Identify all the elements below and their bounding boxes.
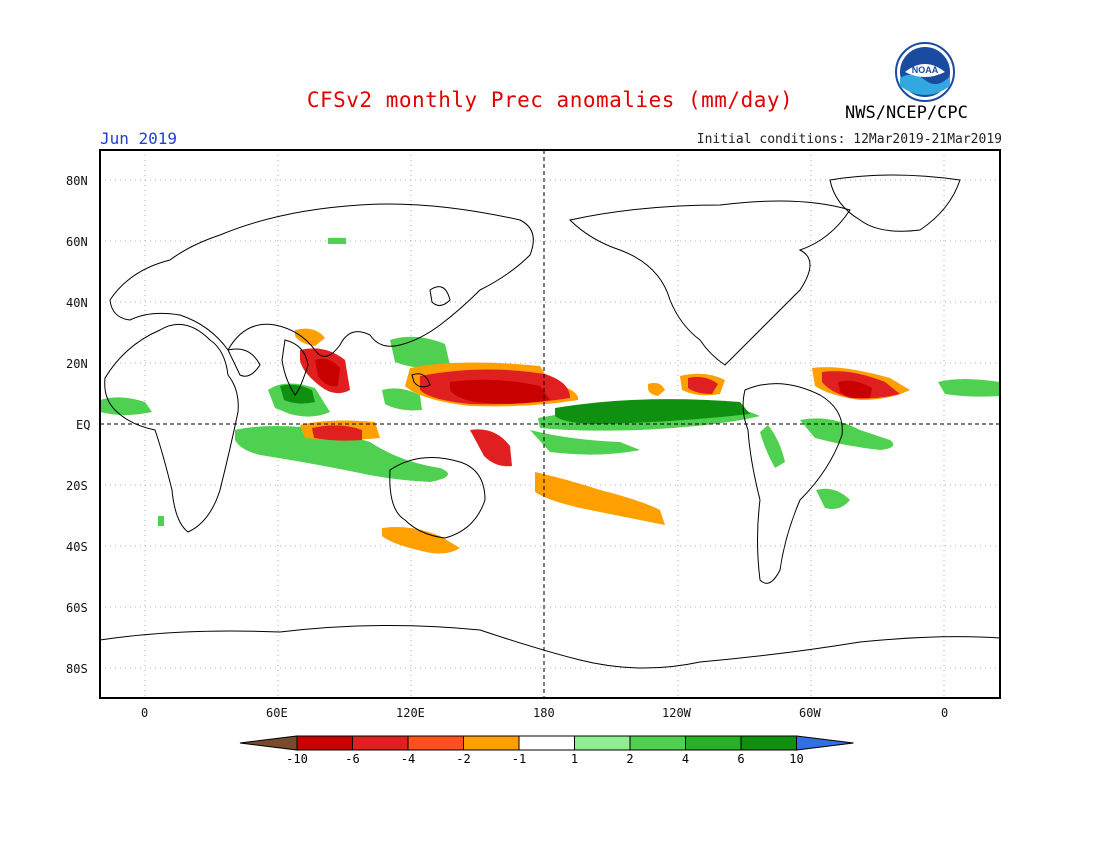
- coastlines: [99, 174, 1001, 669]
- lon-label: 120E: [396, 706, 425, 720]
- legend-swatch: [685, 735, 742, 751]
- legend-tick-label: 2: [626, 752, 633, 766]
- legend-tick-label: -1: [512, 752, 526, 766]
- lat-label: 60N: [66, 235, 88, 249]
- lat-label: EQ: [76, 418, 91, 432]
- legend-swatch: [296, 735, 353, 751]
- lon-label: 60E: [266, 706, 288, 720]
- anomaly-map: [99, 149, 1001, 699]
- chart-title: CFSv2 monthly Prec anomalies (mm/day): [306, 88, 794, 112]
- map-gridlines: [100, 150, 1000, 698]
- legend-swatch: [518, 735, 575, 751]
- legend-tick-label: 1: [571, 752, 578, 766]
- legend-tick-label: -2: [456, 752, 470, 766]
- lat-label: 80N: [66, 174, 88, 188]
- organization-label: NWS/NCEP/CPC: [845, 103, 968, 123]
- lat-label: 60S: [66, 601, 88, 615]
- legend-tick-label: 6: [737, 752, 744, 766]
- initial-conditions: Initial conditions: 12Mar2019-21Mar2019: [696, 132, 1002, 147]
- color-legend: -10 -6 -4 -2 -1 1 2 4 6 10: [239, 735, 854, 766]
- legend-tick-label: -4: [401, 752, 415, 766]
- legend-swatch: [352, 735, 409, 751]
- svg-text:NOAA: NOAA: [912, 65, 939, 75]
- lon-label: 120W: [662, 706, 691, 720]
- legend-tick-label: 10: [789, 752, 803, 766]
- forecast-month: Jun 2019: [100, 129, 178, 148]
- lat-label: 40N: [66, 296, 88, 310]
- lon-label: 60W: [799, 706, 821, 720]
- legend-tick-label: -6: [345, 752, 359, 766]
- legend-swatch: [629, 735, 686, 751]
- lat-label: 20S: [66, 479, 88, 493]
- legend-tick-label: -10: [286, 752, 308, 766]
- legend-swatch: [463, 735, 520, 751]
- strong-wet-anomalies: [280, 384, 750, 424]
- lon-label: 0: [141, 706, 149, 720]
- very-strong-dry-anomalies: [315, 358, 872, 404]
- lat-label: 80S: [66, 662, 88, 676]
- lon-label: 0: [941, 706, 949, 720]
- lon-label: 180: [533, 706, 555, 720]
- legend-tick-label: 4: [682, 752, 689, 766]
- legend-swatch: [740, 735, 797, 751]
- lat-label: 20N: [66, 357, 88, 371]
- noaa-logo-icon: NOAA: [895, 42, 955, 102]
- legend-swatch: [796, 735, 854, 751]
- legend-swatch: [239, 735, 298, 751]
- legend-swatch: [407, 735, 464, 751]
- lat-label: 40S: [66, 540, 88, 554]
- legend-swatch: [574, 735, 631, 751]
